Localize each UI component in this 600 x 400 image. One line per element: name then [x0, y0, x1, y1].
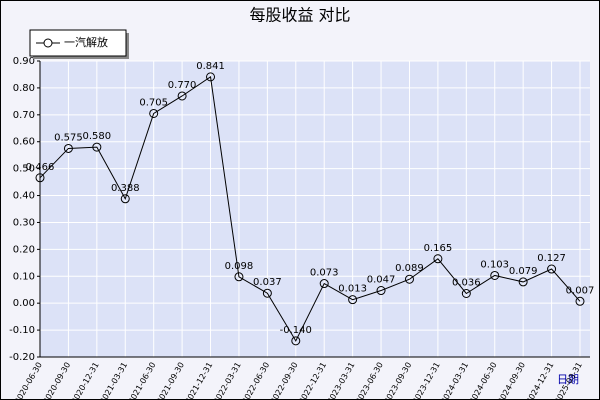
point: [575, 296, 585, 306]
data-label: 0.466: [26, 162, 55, 173]
chart-title: 每股收益 对比: [249, 6, 350, 25]
legend-label: 一汽解放: [64, 35, 108, 49]
legend-marker: [43, 38, 53, 48]
data-label: 0.079: [509, 266, 538, 277]
point: [404, 274, 414, 284]
data-label: 0.770: [168, 80, 197, 91]
y-tick-label: 0.60: [13, 137, 35, 148]
point: [177, 91, 187, 101]
data-label: 0.705: [139, 97, 168, 108]
data-label: 0.388: [111, 183, 140, 194]
y-tick-label: 0.50: [13, 164, 35, 175]
data-label: 0.073: [310, 268, 339, 279]
point: [376, 286, 386, 296]
y-tick-label: 0.00: [13, 298, 35, 309]
y-tick-label: 0.40: [13, 191, 35, 202]
point: [291, 336, 301, 346]
data-label: -0.140: [280, 325, 312, 336]
point: [433, 254, 443, 264]
data-label: 0.037: [253, 277, 282, 288]
point: [262, 288, 272, 298]
point: [149, 108, 159, 118]
plot-area: [40, 61, 590, 357]
y-tick-label: 0.80: [13, 83, 35, 94]
y-tick-label: 0.70: [13, 110, 35, 121]
data-label: 0.841: [196, 61, 225, 72]
point: [348, 295, 358, 305]
data-label: 0.127: [537, 253, 566, 264]
y-tick-label: 0.20: [13, 244, 35, 255]
point: [518, 277, 528, 287]
y-tick-label: 0.90: [13, 56, 35, 67]
x-axis-label: 日期: [557, 373, 579, 386]
point: [461, 288, 471, 298]
data-label: 0.103: [480, 259, 509, 270]
y-tick-label: 0.10: [13, 271, 35, 282]
y-tick-label: -0.20: [9, 352, 35, 363]
y-tick-label: 0.30: [13, 217, 35, 228]
data-label: 0.089: [395, 263, 424, 274]
data-label: 0.165: [424, 243, 453, 254]
data-label: 0.013: [338, 284, 367, 295]
data-label: 0.098: [225, 261, 254, 272]
point: [120, 194, 130, 204]
y-tick-label: -0.10: [9, 325, 35, 336]
series-line: [39, 76, 581, 342]
data-label: 0.047: [367, 275, 396, 286]
point: [63, 143, 73, 153]
data-label: 0.036: [452, 277, 481, 288]
point: [547, 264, 557, 274]
data-label: 0.575: [54, 132, 83, 143]
point: [206, 72, 216, 82]
point: [319, 279, 329, 289]
point: [234, 272, 244, 282]
data-label: 0.007: [566, 285, 595, 296]
point: [490, 270, 500, 280]
point: [35, 173, 45, 183]
data-label: 0.580: [83, 131, 112, 142]
point: [92, 142, 102, 152]
